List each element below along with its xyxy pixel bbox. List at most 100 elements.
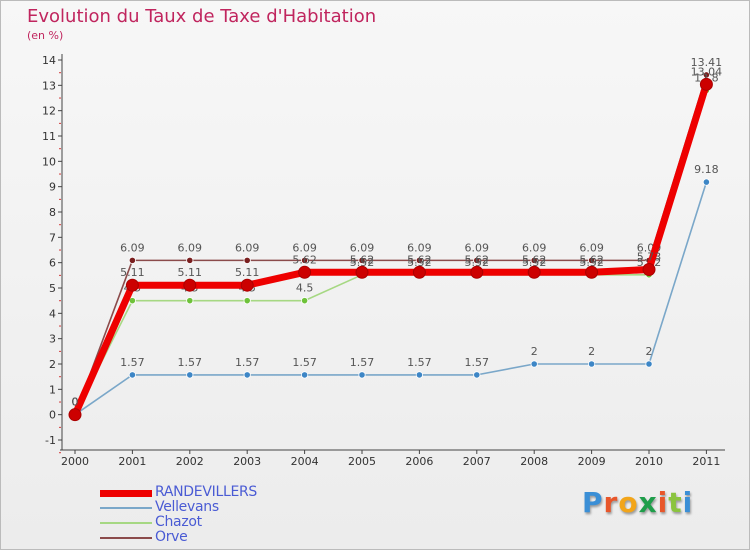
data-point-randevillers [298,265,312,279]
logo-letter: P [582,486,604,519]
y-tick-label: 2 [49,358,56,371]
data-point-vellevans [530,360,538,368]
x-tick-label: 2008 [520,455,548,468]
data-label-orve: 6.09 [120,241,145,254]
data-label-chazot: 0 [72,396,79,409]
y-tick-label: 6 [49,257,56,270]
y-tick-label: 10 [42,155,56,168]
y-tick-label: 12 [42,105,56,118]
y-tick-label: 9 [49,181,56,194]
legend-swatch-randevillers [100,490,152,497]
data-point-randevillers [412,265,426,279]
series-line-orve [74,74,708,415]
data-label-vellevans: 9.18 [694,163,719,176]
data-point-orve [587,256,596,264]
data-label-randevillers: 5.73 [637,251,662,264]
data-point-randevillers [585,265,599,279]
data-label-orve: 6.09 [235,241,260,254]
data-point-vellevans [702,178,711,186]
data-point-randevillers [125,278,139,292]
data-label-randevillers: 5.62 [350,253,375,266]
legend-label-chazot: Chazot [155,514,202,530]
data-label-randevillers: 5.62 [579,253,604,266]
data-label-orve: 13.41 [691,56,723,69]
data-label-randevillers: 13.04 [691,65,723,78]
data-point-orve [473,256,481,264]
x-tick-label: 2007 [463,455,491,468]
series-line-chazot [74,90,708,416]
data-point-randevillers [642,263,656,277]
proxiti-logo: Proxiti [582,486,693,519]
y-tick-label: 7 [49,231,56,244]
logo-letter: i [657,486,669,519]
x-tick-label: 2000 [61,455,89,468]
x-tick-label: 2009 [578,455,606,468]
data-point-randevillers [68,408,82,422]
data-label-randevillers: 5.11 [178,266,203,279]
legend-swatch-orve [100,537,152,539]
data-point-orve [530,256,538,264]
data-label-chazot: 4.5 [296,282,314,295]
data-point-randevillers [527,265,541,279]
data-point-orve [243,256,251,264]
data-point-orve [128,256,136,264]
data-point-vellevans [473,371,481,379]
data-label-orve: 6.09 [292,241,317,254]
legend-label-vellevans: Vellevans [155,499,219,515]
logo-letter: r [603,486,619,519]
legend-label-orve: Orve [155,529,188,545]
data-label-randevillers: 5.11 [235,266,260,279]
x-tick-label: 2006 [405,455,433,468]
data-point-chazot [243,297,251,305]
legend-swatch-chazot [100,522,152,524]
data-label-randevillers: 5.11 [120,266,145,279]
y-tick-label: 0 [49,409,56,422]
data-label-orve: 0 [72,396,79,409]
series-line-vellevans [74,181,708,416]
y-tick-label: 11 [42,130,56,143]
data-label-vellevans: 1.57 [292,356,317,369]
series-line-randevillers [71,83,710,417]
data-label-orve: 6.09 [178,241,203,254]
data-label-orve: 6.09 [579,241,604,254]
data-label-vellevans: 1.57 [120,356,145,369]
data-point-chazot [186,297,194,305]
data-point-vellevans [300,371,309,379]
data-point-randevillers [240,278,254,292]
x-tick-label: 2004 [291,455,319,468]
data-label-randevillers: 5.62 [465,253,490,266]
data-point-orve [300,256,309,264]
data-point-vellevans [186,371,194,379]
y-tick-label: 4 [49,307,56,320]
data-point-vellevans [415,371,423,379]
y-tick-label: -1 [45,434,56,447]
data-point-orve [415,256,423,264]
logo-letter: x [638,486,658,519]
data-label-chazot: 5.52 [579,256,604,269]
y-tick-label: 5 [49,282,56,295]
x-tick-label: 2002 [176,455,204,468]
y-tick-label: 1 [49,383,56,396]
logo-letter: o [618,486,639,519]
logo-letter: i [682,486,694,519]
data-label-vellevans: 2 [588,345,595,358]
data-label-chazot: 5.52 [350,256,375,269]
data-label-orve: 6.09 [465,241,490,254]
data-point-vellevans [645,360,653,368]
data-point-vellevans [358,371,366,379]
data-label-vellevans: 1.57 [235,356,260,369]
data-label-chazot: 5.52 [465,256,490,269]
chart-subtitle: (en %) [27,29,64,42]
data-label-randevillers: 5.62 [407,253,432,266]
data-point-chazot [300,297,309,305]
data-label-chazot: 5.52 [407,256,432,269]
y-tick-label: 13 [42,79,56,92]
x-tick-label: 2011 [692,455,720,468]
legend-label-randevillers: RANDEVILLERS [155,484,258,500]
y-tick-label: 14 [42,54,56,67]
logo-letter: t [668,486,683,519]
y-tick-label: 8 [49,206,56,219]
data-point-vellevans [587,360,596,368]
data-label-randevillers: 5.62 [292,253,317,266]
